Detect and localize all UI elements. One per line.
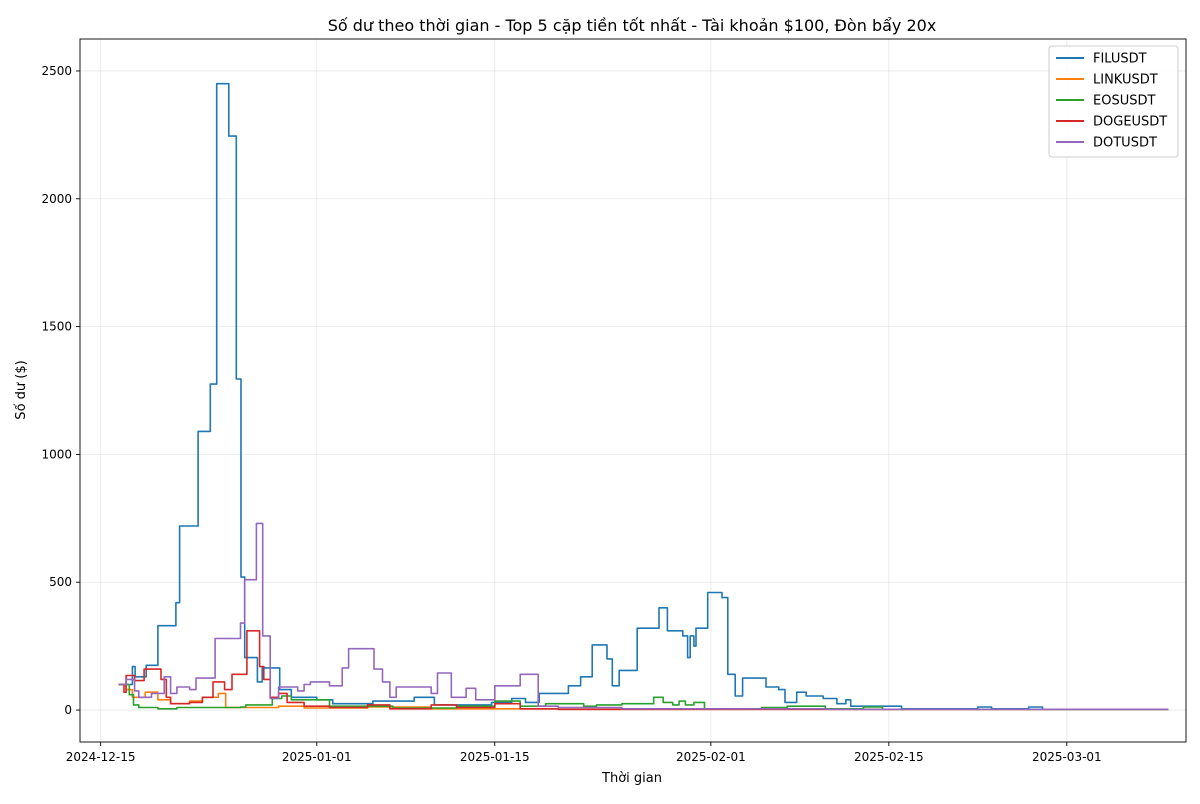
x-tick-label: 2025-02-15 — [854, 750, 924, 764]
legend-label: DOTUSDT — [1093, 136, 1157, 151]
legend-box — [1048, 45, 1179, 158]
legend: FILUSDT LINKUSDT EOSUSDT DOGEUSDT DOTUSDT — [1048, 45, 1179, 158]
series-line-dotusdt — [118, 522, 1169, 711]
y-tick-label: 0 — [64, 703, 72, 717]
y-tick-label: 2500 — [41, 64, 72, 78]
y-tick-label: 1000 — [41, 447, 72, 461]
legend-label: DOGEUSDT — [1093, 115, 1167, 130]
chart-title: Số dư theo thời gian - Top 5 cặp tiền tố… — [328, 16, 937, 35]
y-axis-label: Số dư ($) — [14, 360, 29, 419]
x-tick-label: 2024-12-15 — [66, 750, 136, 764]
x-tick-label: 2025-02-01 — [676, 750, 746, 764]
y-tick-label: 2000 — [41, 192, 72, 206]
series-line-filusdt — [118, 82, 1169, 711]
x-tick-label: 2025-01-01 — [282, 750, 352, 764]
y-tick-label: 1500 — [41, 320, 72, 334]
series-lines — [118, 82, 1169, 711]
y-tick-label: 500 — [49, 575, 72, 589]
legend-label: LINKUSDT — [1093, 73, 1158, 88]
series-line-dogeusdt — [118, 629, 1169, 711]
x-axis-label: Thời gian — [601, 771, 662, 786]
x-tick-label: 2025-01-15 — [460, 750, 530, 764]
legend-label: FILUSDT — [1093, 52, 1147, 67]
x-tick-label: 2025-03-01 — [1032, 750, 1102, 764]
plot-frame — [79, 38, 1187, 743]
axes: 0 500 1000 1500 2000 2500 2024-12-15 2025-01-01… — [41, 64, 1101, 764]
legend-label: EOSUSDT — [1093, 94, 1155, 109]
